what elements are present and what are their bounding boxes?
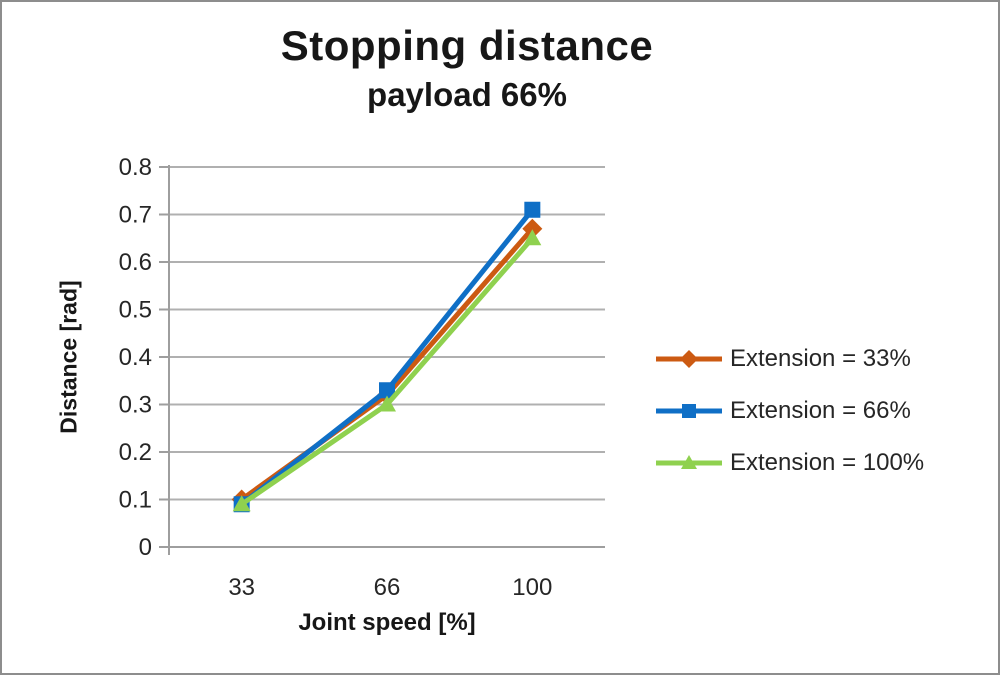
- legend-label: Extension = 33%: [730, 345, 911, 372]
- x-tick-label: 66: [374, 574, 401, 601]
- y-tick-label: 0.6: [119, 249, 152, 276]
- legend-swatch-diamond-icon: [656, 350, 722, 368]
- y-tick-label: 0.5: [119, 297, 152, 324]
- y-tick-label: 0.4: [119, 344, 152, 371]
- x-axis-title: Joint speed [%]: [298, 609, 476, 636]
- legend-item-extension-100: Extension = 100%: [654, 437, 924, 489]
- legend-swatch-square-icon: [656, 404, 722, 418]
- data-point-marker-2: [523, 229, 542, 246]
- y-tick-label: 0.8: [119, 154, 152, 181]
- y-tick-label: 0.7: [119, 202, 152, 229]
- y-tick-label: 0.1: [119, 487, 152, 514]
- x-tick-label: 33: [228, 574, 255, 601]
- legend-marker: [681, 455, 697, 469]
- legend: Extension = 33% Extension = 66% Extensio…: [654, 333, 924, 489]
- y-axis-title: Distance [rad]: [55, 280, 82, 434]
- chart-subtitle: payload 66%: [367, 76, 567, 113]
- legend-swatch-triangle-icon: [656, 455, 722, 469]
- legend-marker: [682, 404, 696, 418]
- y-tick-label: 0.2: [119, 439, 152, 466]
- series-line-0: [239, 226, 535, 502]
- legend-label: Extension = 66%: [730, 397, 911, 424]
- data-point-marker-2: [232, 495, 251, 512]
- y-tick-label: 0.3: [119, 392, 152, 419]
- legend-item-extension-33: Extension = 33%: [654, 333, 924, 385]
- chart-title: Stopping distance: [280, 22, 654, 69]
- data-point-marker-2: [378, 395, 396, 412]
- data-point-marker-0: [522, 218, 543, 239]
- x-tick-label: 100: [512, 574, 552, 601]
- legend-item-extension-66: Extension = 66%: [654, 385, 924, 437]
- y-tick-label: 0: [139, 534, 152, 561]
- data-point-marker-1: [524, 201, 541, 218]
- data-point-marker-1: [379, 382, 395, 399]
- legend-label: Extension = 100%: [730, 449, 925, 476]
- title-block: Stopping distance payload 66%: [2, 22, 932, 114]
- legend-marker: [680, 350, 698, 368]
